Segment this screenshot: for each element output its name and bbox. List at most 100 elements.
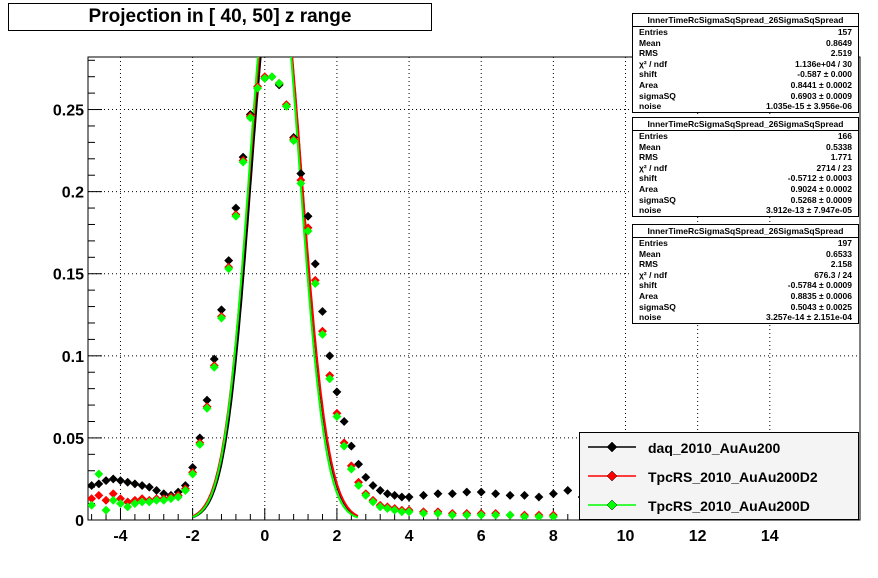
legend-entry: daq_2010_AuAu200 — [580, 433, 858, 462]
data-point — [195, 439, 205, 450]
stats-key: RMS — [639, 48, 658, 59]
data-point — [382, 503, 392, 514]
data-point — [108, 474, 118, 484]
data-point — [534, 512, 544, 520]
x-tick-label: 10 — [617, 528, 635, 545]
data-point — [173, 492, 183, 502]
y-tick-label: 0.1 — [62, 349, 84, 366]
data-point — [317, 329, 328, 340]
data-point — [209, 362, 219, 372]
stats-value: 0.5043 ± 0.0025 — [790, 301, 852, 312]
data-point — [274, 78, 284, 88]
stats-key: noise — [639, 101, 662, 112]
data-point — [88, 480, 97, 491]
stats-key: sigmaSQ — [639, 301, 676, 312]
stats-row: shift -0.5784 ± 0.0009 — [633, 280, 858, 291]
data-point — [447, 510, 457, 520]
x-tick-label: 2 — [332, 528, 341, 545]
stats-value: 1.136e+04 / 30 — [795, 58, 852, 69]
stats-key: sigmaSQ — [639, 90, 676, 101]
legend-label: TpcRS_2010_AuAu200D — [648, 497, 810, 514]
data-point — [260, 73, 270, 83]
data-point — [216, 313, 227, 323]
stats-box-title: InnerTimeRcSigmaSqSpread_26SigmaSqSpread — [633, 14, 858, 27]
data-point — [563, 485, 573, 496]
data-point — [101, 476, 111, 486]
stats-row: χ² / ndf 676.3 / 24 — [633, 270, 858, 281]
data-point — [202, 403, 212, 413]
stats-key: χ² / ndf — [639, 162, 668, 173]
data-point — [166, 494, 176, 504]
data-point — [433, 489, 443, 499]
data-point — [188, 469, 198, 479]
stats-value: 0.5268 ± 0.0009 — [790, 194, 852, 205]
data-point — [368, 480, 378, 491]
data-point — [382, 489, 392, 499]
legend-label: TpcRS_2010_AuAu200D2 — [648, 468, 818, 485]
data-point — [354, 480, 364, 491]
stats-row: Area 0.9024 ± 0.0002 — [633, 184, 858, 195]
stats-key: Area — [639, 290, 658, 301]
stats-box: InnerTimeRcSigmaSqSpread_26SigmaSqSpread… — [632, 117, 859, 217]
stats-box-title: InnerTimeRcSigmaSqSpread_26SigmaSqSpread — [633, 118, 858, 131]
x-tick-label: 8 — [549, 528, 558, 545]
stats-value: 0.6533 — [826, 248, 852, 259]
data-point — [491, 489, 501, 499]
stats-key: Mean — [639, 141, 661, 152]
stats-key: Entries — [639, 238, 668, 248]
stats-key: shift — [639, 69, 657, 80]
stats-value: -0.587 ± 0.000 — [797, 69, 852, 80]
stats-row: χ² / ndf 2714 / 23 — [633, 163, 858, 174]
data-point — [94, 469, 104, 479]
stats-key: Mean — [639, 248, 661, 259]
stats-row: shift -0.587 ± 0.000 — [633, 69, 858, 80]
stats-key: Entries — [639, 131, 668, 141]
stats-key: Area — [639, 183, 658, 194]
data-point — [519, 512, 530, 520]
stats-row: Entries 157 — [633, 27, 858, 38]
stats-value: 197 — [837, 238, 852, 248]
x-tick-label: 12 — [689, 528, 707, 545]
data-point — [354, 459, 364, 469]
data-point — [397, 507, 407, 517]
data-point — [375, 485, 385, 496]
data-point — [231, 211, 241, 221]
stats-key: RMS — [639, 259, 658, 270]
fit-curve — [192, 57, 359, 519]
stats-box-title: InnerTimeRcSigmaSqSpread_26SigmaSqSpread — [633, 225, 858, 238]
data-point — [505, 490, 515, 500]
stats-value: -0.5784 ± 0.0009 — [787, 280, 852, 291]
stats-value: 3.912e-13 ± 7.947e-05 — [766, 205, 852, 216]
x-tick-label: 14 — [761, 528, 779, 545]
stats-key: Mean — [639, 37, 661, 48]
stats-row: Mean 0.6533 — [633, 249, 858, 260]
stats-row: RMS 1.771 — [633, 152, 858, 163]
stats-row: RMS 2.158 — [633, 259, 858, 270]
legend: daq_2010_AuAu200 TpcRS_2010_AuAu200D2 TpcR… — [579, 432, 859, 520]
data-point — [404, 492, 414, 502]
stats-value: 0.5338 — [826, 141, 852, 152]
stats-value: 1.771 — [830, 152, 852, 163]
stats-key: Entries — [639, 27, 668, 37]
data-point — [101, 495, 111, 505]
y-tick-label: 0.05 — [53, 431, 84, 448]
data-point — [252, 83, 263, 93]
data-point — [505, 510, 515, 520]
y-tick-label: 0.25 — [53, 103, 84, 120]
data-point — [224, 264, 234, 274]
data-point — [303, 226, 313, 236]
stats-row: χ² / ndf 1.136e+04 / 30 — [633, 59, 858, 70]
stats-key: shift — [639, 173, 657, 184]
data-point — [375, 502, 385, 512]
data-point — [296, 178, 306, 188]
data-point — [281, 101, 291, 111]
data-point — [339, 441, 349, 451]
stats-row: sigmaSQ 0.6903 ± 0.0009 — [633, 91, 858, 102]
stats-value: 2.519 — [830, 48, 852, 59]
x-tick-label: 0 — [260, 528, 269, 545]
stats-key: sigmaSQ — [639, 194, 676, 205]
data-point — [267, 72, 277, 82]
x-tick-label: -4 — [113, 528, 127, 545]
stats-row: noise 3.912e-13 ± 7.947e-05 — [633, 205, 858, 216]
stats-key: noise — [639, 205, 662, 216]
